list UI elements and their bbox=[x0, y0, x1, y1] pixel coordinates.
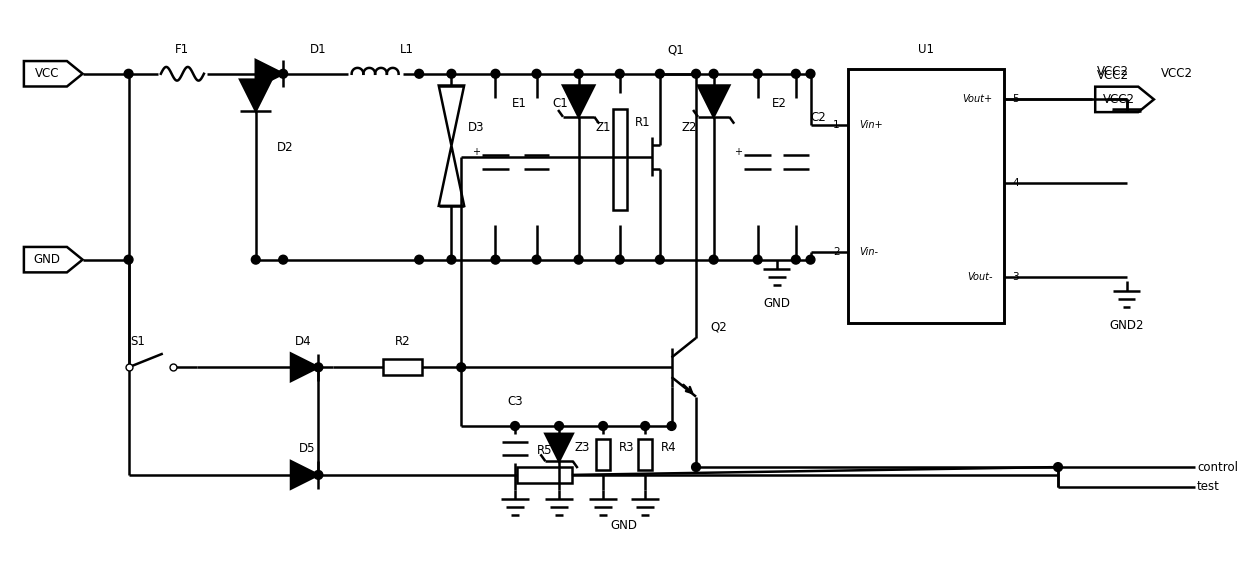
Circle shape bbox=[279, 255, 288, 264]
Text: S1: S1 bbox=[130, 335, 145, 348]
Text: 5: 5 bbox=[1012, 94, 1019, 104]
Polygon shape bbox=[255, 60, 283, 87]
Text: R2: R2 bbox=[394, 335, 410, 348]
Polygon shape bbox=[698, 86, 729, 117]
Text: Z2: Z2 bbox=[682, 121, 697, 134]
Text: 1: 1 bbox=[833, 120, 839, 130]
Circle shape bbox=[615, 69, 624, 78]
Circle shape bbox=[448, 255, 456, 264]
Circle shape bbox=[791, 69, 800, 78]
Bar bbox=[848, 69, 1004, 323]
Circle shape bbox=[656, 255, 665, 264]
Text: Vout-: Vout- bbox=[967, 273, 992, 283]
Text: E2: E2 bbox=[773, 97, 787, 109]
Circle shape bbox=[448, 69, 456, 78]
Text: VCC2: VCC2 bbox=[1097, 65, 1130, 78]
Circle shape bbox=[574, 69, 583, 78]
Text: Vin+: Vin+ bbox=[859, 120, 883, 130]
Text: VCC2: VCC2 bbox=[1102, 93, 1135, 106]
Circle shape bbox=[456, 363, 466, 372]
Circle shape bbox=[532, 69, 541, 78]
Circle shape bbox=[574, 255, 583, 264]
Circle shape bbox=[656, 69, 665, 78]
Bar bbox=[383, 360, 422, 375]
Text: 2: 2 bbox=[833, 247, 839, 257]
Text: R5: R5 bbox=[537, 444, 552, 457]
Circle shape bbox=[554, 422, 563, 430]
Polygon shape bbox=[291, 354, 319, 381]
Bar bbox=[596, 439, 610, 470]
Circle shape bbox=[692, 69, 701, 78]
Circle shape bbox=[806, 69, 815, 78]
Text: GND: GND bbox=[610, 519, 637, 532]
Circle shape bbox=[279, 69, 288, 78]
Circle shape bbox=[599, 422, 608, 430]
Text: test: test bbox=[1197, 480, 1220, 493]
Circle shape bbox=[709, 255, 718, 264]
Text: Vin-: Vin- bbox=[859, 247, 878, 257]
Circle shape bbox=[667, 422, 676, 430]
Circle shape bbox=[491, 255, 500, 264]
Polygon shape bbox=[241, 80, 272, 111]
Text: GND: GND bbox=[764, 297, 790, 310]
Text: VCC: VCC bbox=[35, 67, 60, 80]
Circle shape bbox=[314, 471, 322, 479]
Text: +: + bbox=[734, 147, 742, 157]
Polygon shape bbox=[546, 434, 573, 461]
Text: Z3: Z3 bbox=[574, 441, 590, 454]
Text: VCC2: VCC2 bbox=[1161, 67, 1193, 80]
Text: C2: C2 bbox=[811, 111, 826, 124]
Text: D5: D5 bbox=[299, 442, 315, 455]
Circle shape bbox=[414, 255, 424, 264]
Circle shape bbox=[1054, 463, 1063, 471]
Text: Q1: Q1 bbox=[667, 43, 684, 56]
Text: D1: D1 bbox=[310, 43, 326, 56]
Text: Vout+: Vout+ bbox=[962, 94, 992, 104]
Text: R4: R4 bbox=[661, 441, 677, 454]
Circle shape bbox=[124, 69, 133, 78]
Text: +: + bbox=[472, 147, 480, 157]
Polygon shape bbox=[563, 86, 594, 117]
Text: E1: E1 bbox=[512, 97, 527, 109]
Circle shape bbox=[414, 69, 424, 78]
Circle shape bbox=[753, 255, 763, 264]
Text: D2: D2 bbox=[278, 141, 294, 153]
Bar bbox=[613, 109, 626, 210]
Text: R3: R3 bbox=[619, 441, 634, 454]
Circle shape bbox=[252, 255, 260, 264]
Text: U1: U1 bbox=[918, 43, 934, 56]
Text: control: control bbox=[1197, 460, 1238, 474]
Circle shape bbox=[692, 463, 701, 471]
Text: R1: R1 bbox=[635, 116, 651, 129]
Text: C3: C3 bbox=[507, 395, 523, 408]
Bar bbox=[517, 467, 572, 483]
Circle shape bbox=[791, 255, 800, 264]
Circle shape bbox=[532, 255, 541, 264]
Text: 3: 3 bbox=[1012, 273, 1019, 283]
Text: D3: D3 bbox=[467, 121, 485, 134]
Circle shape bbox=[314, 363, 322, 372]
Text: Z1: Z1 bbox=[595, 121, 611, 134]
Circle shape bbox=[753, 69, 763, 78]
Text: D4: D4 bbox=[294, 335, 311, 348]
Bar bbox=[639, 439, 652, 470]
Circle shape bbox=[709, 69, 718, 78]
Text: C1: C1 bbox=[552, 97, 568, 109]
Text: F1: F1 bbox=[175, 43, 190, 56]
Text: VCC2: VCC2 bbox=[1097, 69, 1130, 82]
Text: L1: L1 bbox=[399, 43, 414, 56]
Text: 4: 4 bbox=[1012, 178, 1019, 188]
Circle shape bbox=[491, 69, 500, 78]
Circle shape bbox=[641, 422, 650, 430]
Circle shape bbox=[615, 255, 624, 264]
Circle shape bbox=[124, 255, 133, 264]
Text: GND: GND bbox=[33, 253, 61, 266]
Text: GND2: GND2 bbox=[1110, 318, 1143, 332]
Polygon shape bbox=[291, 461, 319, 489]
Circle shape bbox=[806, 255, 815, 264]
Text: Q2: Q2 bbox=[711, 320, 728, 333]
Circle shape bbox=[511, 422, 520, 430]
